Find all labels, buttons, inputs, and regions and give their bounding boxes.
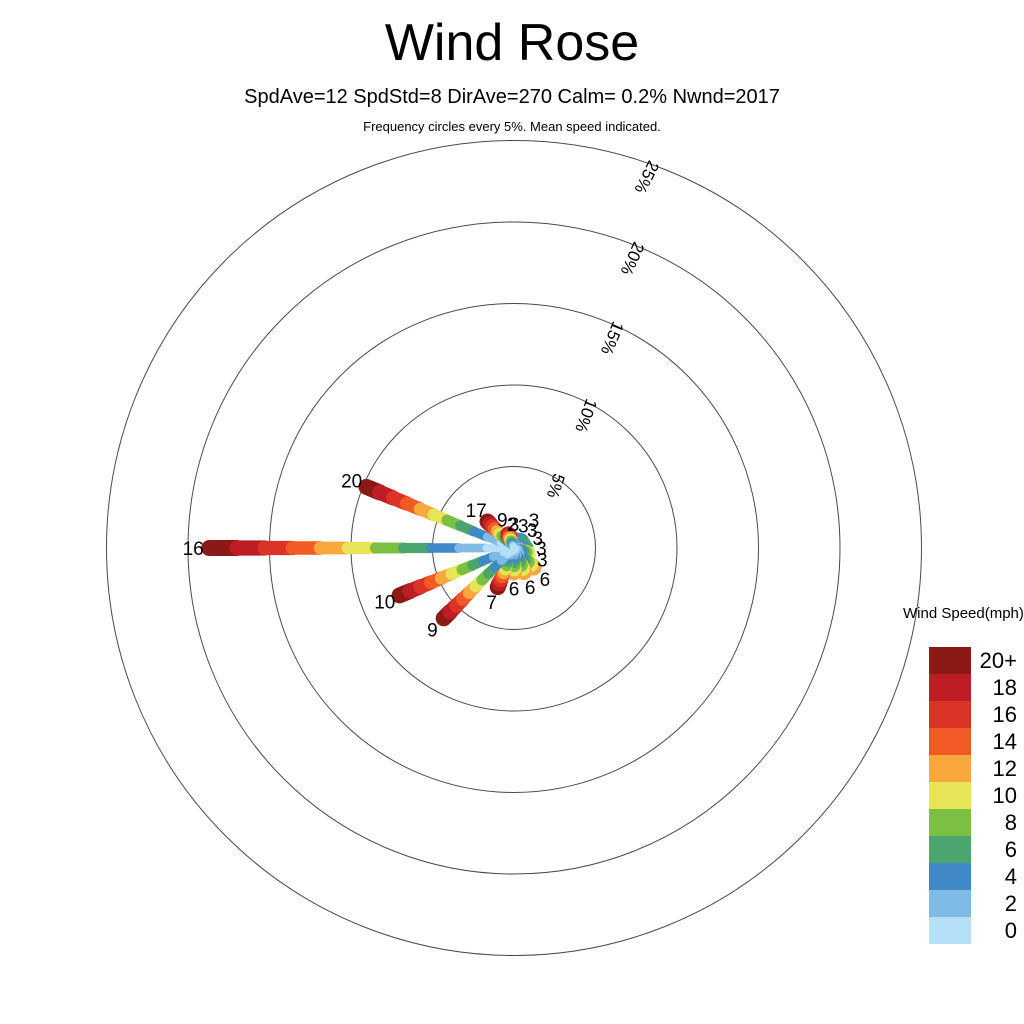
petal-mean-speed-label: 7 bbox=[486, 593, 497, 614]
petal-mean-speed-label: 20 bbox=[341, 472, 362, 493]
petal-mean-speed-label: 6 bbox=[509, 579, 520, 600]
frequency-rings bbox=[106, 140, 922, 956]
radial-tick-label: 5% bbox=[543, 471, 569, 500]
legend-swatch[interactable] bbox=[929, 809, 971, 836]
petal-mean-speed-label: 10 bbox=[374, 593, 395, 614]
legend-swatch[interactable] bbox=[929, 890, 971, 917]
petal-mean-speed-label: 3 bbox=[537, 551, 548, 572]
petal-mean-speed-label: 3 bbox=[533, 529, 544, 550]
radial-tick-labels: 5% 10% 15% 20% 25% bbox=[543, 158, 663, 501]
legend-swatch[interactable] bbox=[929, 782, 971, 809]
legend-label: 2 bbox=[1005, 891, 1017, 916]
legend-swatch[interactable] bbox=[929, 836, 971, 863]
radial-tick-label: 25% bbox=[630, 158, 662, 197]
petal-group bbox=[201, 478, 542, 627]
legend-swatch[interactable] bbox=[929, 917, 971, 944]
petal-mean-speed-label: 6 bbox=[525, 578, 536, 599]
petal-mean-speed-label: 3 bbox=[509, 515, 520, 536]
petal-mean-speed-label: 9 bbox=[497, 511, 508, 532]
legend-label: 6 bbox=[1005, 837, 1017, 862]
radial-tick-label: 20% bbox=[617, 239, 648, 278]
wind-petal bbox=[358, 478, 518, 552]
page-title: Wind Rose bbox=[385, 14, 639, 72]
legend-label: 8 bbox=[1005, 810, 1017, 835]
stats-line: SpdAve=12 SpdStd=8 DirAve=270 Calm= 0.2%… bbox=[244, 86, 780, 108]
legend-swatch[interactable] bbox=[929, 701, 971, 728]
legend-swatch[interactable] bbox=[929, 728, 971, 755]
legend-label: 14 bbox=[993, 729, 1017, 754]
legend-title: Wind Speed(mph) bbox=[903, 605, 1024, 622]
legend-label: 18 bbox=[993, 675, 1017, 700]
note-line: Frequency circles every 5%. Mean speed i… bbox=[363, 119, 661, 134]
legend-swatch[interactable] bbox=[929, 674, 971, 701]
petal-mean-speed-label: 3 bbox=[518, 517, 529, 538]
legend-label: 20+ bbox=[980, 648, 1017, 673]
legend-label: 0 bbox=[1005, 918, 1017, 943]
petal-mean-speed-label: 17 bbox=[466, 501, 487, 522]
legend-label: 4 bbox=[1005, 864, 1017, 889]
legend-label: 10 bbox=[993, 783, 1017, 808]
petal-mean-speed-label: 9 bbox=[427, 621, 438, 642]
petal-mean-speed-label: 3 bbox=[529, 511, 540, 532]
legend-label: 16 bbox=[993, 702, 1017, 727]
wind-petal bbox=[500, 526, 518, 552]
legend-swatch[interactable] bbox=[929, 863, 971, 890]
petal-mean-speed-label: 6 bbox=[540, 570, 551, 591]
radial-tick-label: 15% bbox=[597, 319, 628, 358]
legend-label: 12 bbox=[993, 756, 1017, 781]
legend-swatch[interactable] bbox=[929, 755, 971, 782]
petal-mean-speed-label: 16 bbox=[183, 539, 204, 560]
petal-mean-speed-label: 3 bbox=[536, 539, 547, 560]
petal-mean-speed-label: 3 bbox=[527, 521, 538, 542]
radial-tick-label: 10% bbox=[571, 396, 601, 434]
legend-swatch[interactable] bbox=[929, 647, 971, 674]
petal-mean-speed-label: 2 bbox=[507, 515, 518, 536]
